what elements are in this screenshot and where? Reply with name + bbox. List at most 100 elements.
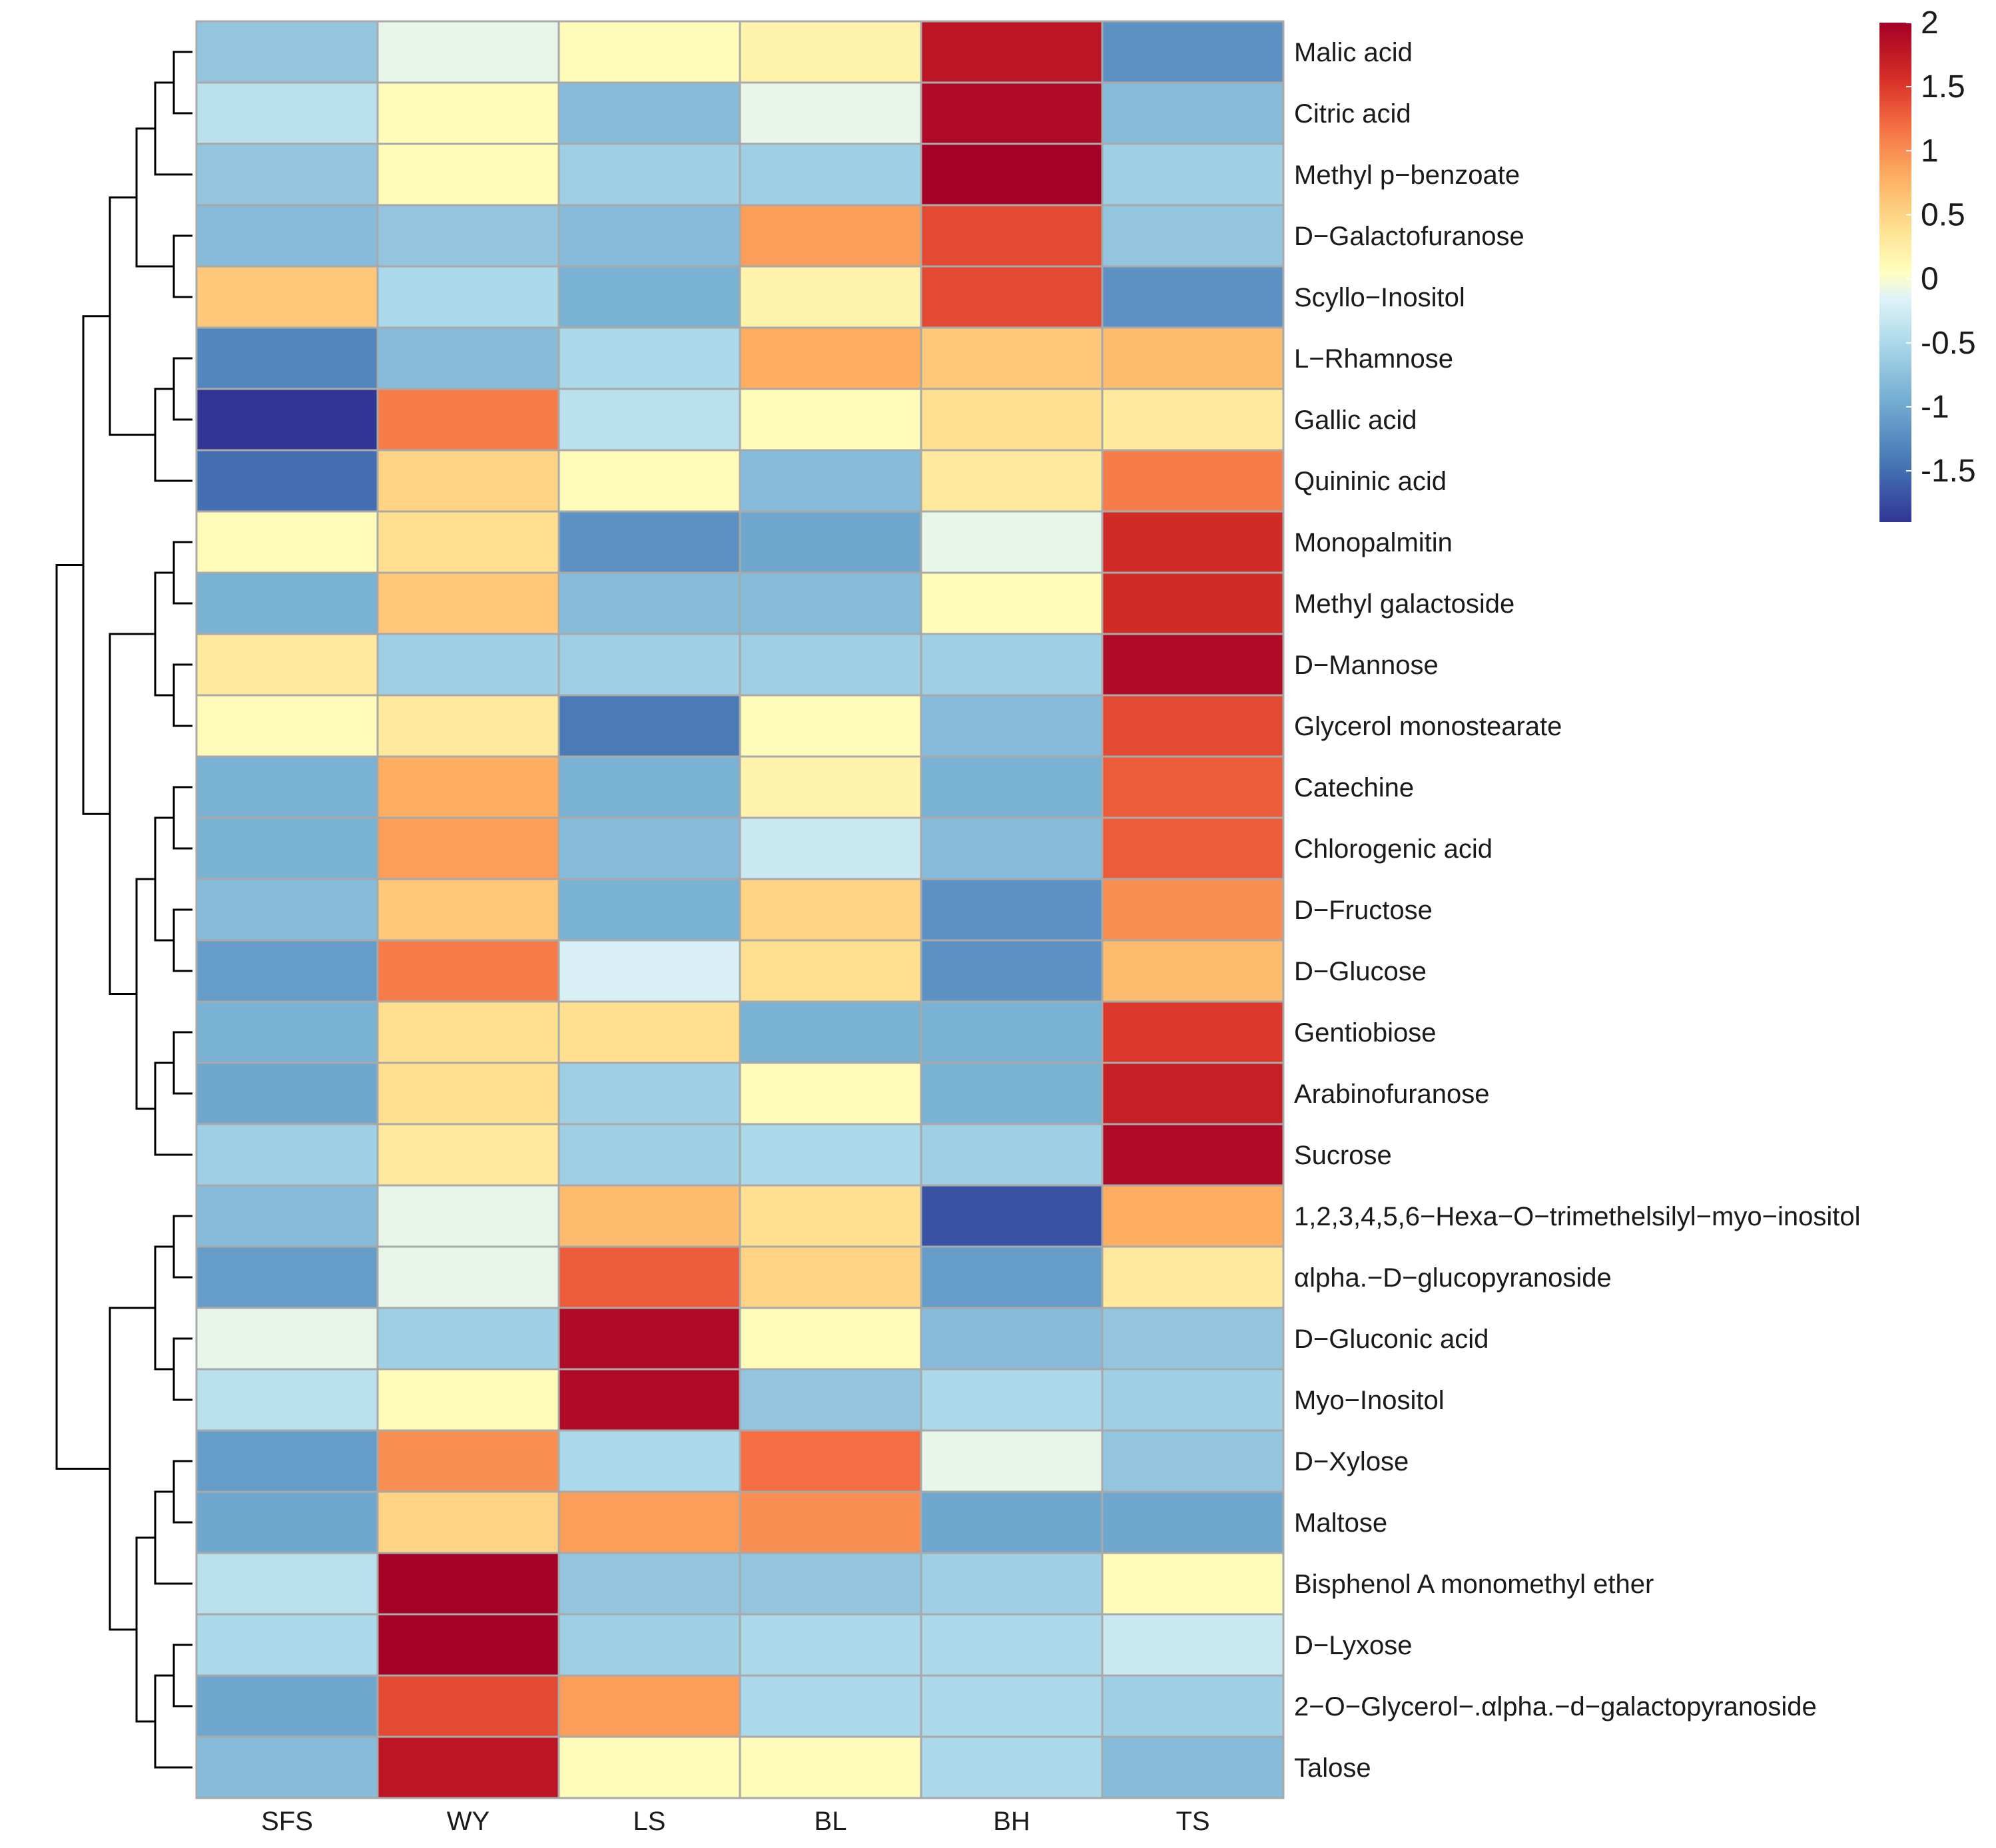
row-label: Talose: [1294, 1753, 1371, 1783]
heatmap-cell: [557, 1123, 741, 1187]
heatmap-cell: [557, 1735, 741, 1799]
heatmap-cell: [195, 449, 379, 513]
row-label: Methyl galactoside: [1294, 589, 1514, 619]
heatmap-cell: [195, 878, 379, 942]
heatmap-cell: [195, 694, 379, 758]
heatmap-cell: [1101, 1613, 1285, 1677]
legend-tick-label: 0: [1921, 262, 1939, 297]
row-label: Sucrose: [1294, 1141, 1392, 1170]
heatmap-cell: [557, 1429, 741, 1493]
heatmap-cell: [557, 633, 741, 697]
legend-tick-label: -0.5: [1921, 326, 1976, 361]
heatmap-cell: [1101, 1429, 1285, 1493]
heatmap-cell: [1101, 939, 1285, 1003]
heatmap-cell: [739, 20, 922, 84]
heatmap-cell: [195, 326, 379, 390]
row-label: D−Glucose: [1294, 957, 1427, 986]
heatmap-cell: [195, 571, 379, 635]
row-label: Arabinofuranose: [1294, 1079, 1490, 1109]
legend-tick-label: 1.5: [1921, 69, 1965, 105]
heatmap-cell: [376, 143, 560, 206]
heatmap-cell: [195, 1245, 379, 1309]
row-label: Bisphenol A monomethyl ether: [1294, 1570, 1654, 1599]
heatmap-cell: [376, 326, 560, 390]
heatmap-cell: [920, 1368, 1104, 1432]
heatmap-cell: [376, 1062, 560, 1125]
heatmap-cell: [920, 1490, 1104, 1554]
heatmap-cell: [195, 143, 379, 206]
heatmap-cell: [195, 633, 379, 697]
heatmap-cell: [376, 81, 560, 145]
heatmap-cell: [739, 633, 922, 697]
heatmap-cell: [920, 1062, 1104, 1125]
heatmap-cell: [739, 1552, 922, 1616]
heatmap-cell: [376, 1429, 560, 1493]
heatmap-cell: [557, 265, 741, 329]
heatmap-cell: [195, 1735, 379, 1799]
heatmap-cell: [195, 1000, 379, 1064]
row-label: D−Xylose: [1294, 1447, 1409, 1476]
heatmap-cell: [195, 20, 379, 84]
heatmap-cell: [739, 1123, 922, 1187]
heatmap-cell: [920, 204, 1104, 268]
column-label: WY: [447, 1807, 490, 1836]
row-label: 2−O−Glycerol−.αlpha.−d−galactopyranoside: [1294, 1692, 1817, 1721]
dendrogram-link: [55, 564, 110, 1470]
heatmap-cell: [376, 571, 560, 635]
heatmap-cell: [557, 1552, 741, 1616]
heatmap-cell: [376, 1368, 560, 1432]
legend-tick-label: 0.5: [1921, 197, 1965, 232]
heatmap-cell: [1101, 449, 1285, 513]
heatmap-cell: [376, 633, 560, 697]
heatmap-cell: [920, 1000, 1104, 1064]
column-labels: SFS WY LS BL BH TS: [261, 1807, 1209, 1836]
heatmap-cell: [557, 694, 741, 758]
heatmap-cell: [1101, 1735, 1285, 1799]
heatmap-cell: [557, 1062, 741, 1125]
heatmap-cell: [376, 1613, 560, 1677]
heatmap-cell: [739, 388, 922, 452]
legend-tick-label: -1.5: [1921, 454, 1976, 489]
legend-tick-label: 2: [1921, 5, 1939, 41]
heatmap-cell: [920, 878, 1104, 942]
heatmap-cell: [376, 1245, 560, 1309]
column-label: BL: [815, 1807, 847, 1836]
heatmap-cell: [739, 1735, 922, 1799]
heatmap-cell: [1101, 1123, 1285, 1187]
row-label: 1,2,3,4,5,6−Hexa−O−trimethelsilyl−myo−in…: [1294, 1202, 1860, 1231]
heatmap-cell: [739, 1245, 922, 1309]
heatmap-cell: [920, 1674, 1104, 1738]
heatmap-cell: [739, 510, 922, 574]
heatmap-cell: [920, 571, 1104, 635]
heatmap-cell: [920, 20, 1104, 84]
heatmap-cell: [1101, 510, 1285, 574]
heatmap-cell: [739, 755, 922, 819]
heatmap-cell: [376, 1000, 560, 1064]
heatmap-cell: [920, 1429, 1104, 1493]
heatmap-cell: [376, 1490, 560, 1554]
row-label: Myo−Inositol: [1294, 1386, 1445, 1415]
heatmap-cell: [195, 816, 379, 880]
heatmap-cell: [739, 1674, 922, 1738]
heatmap-cell: [739, 449, 922, 513]
heatmap-cell: [557, 1000, 741, 1064]
row-label: Quininic acid: [1294, 467, 1447, 496]
heatmap-cell: [195, 81, 379, 145]
heatmap-cell: [376, 1123, 560, 1187]
heatmap-cell: [557, 816, 741, 880]
heatmap-cell: [195, 1552, 379, 1616]
column-label: SFS: [261, 1807, 313, 1836]
heatmap-cell: [1101, 1062, 1285, 1125]
heatmap-cell: [195, 1123, 379, 1187]
heatmap-cell: [195, 1490, 379, 1554]
row-label: Chlorogenic acid: [1294, 834, 1493, 864]
heatmap-cell: [739, 939, 922, 1003]
heatmap-cell: [739, 81, 922, 145]
row-label: Malic acid: [1294, 38, 1413, 67]
row-label: Monopalmitin: [1294, 528, 1453, 557]
heatmap-cell: [376, 755, 560, 819]
row-label: Methyl p−benzoate: [1294, 160, 1520, 190]
heatmap-cell: [557, 1368, 741, 1432]
row-label: D−Lyxose: [1294, 1631, 1413, 1660]
